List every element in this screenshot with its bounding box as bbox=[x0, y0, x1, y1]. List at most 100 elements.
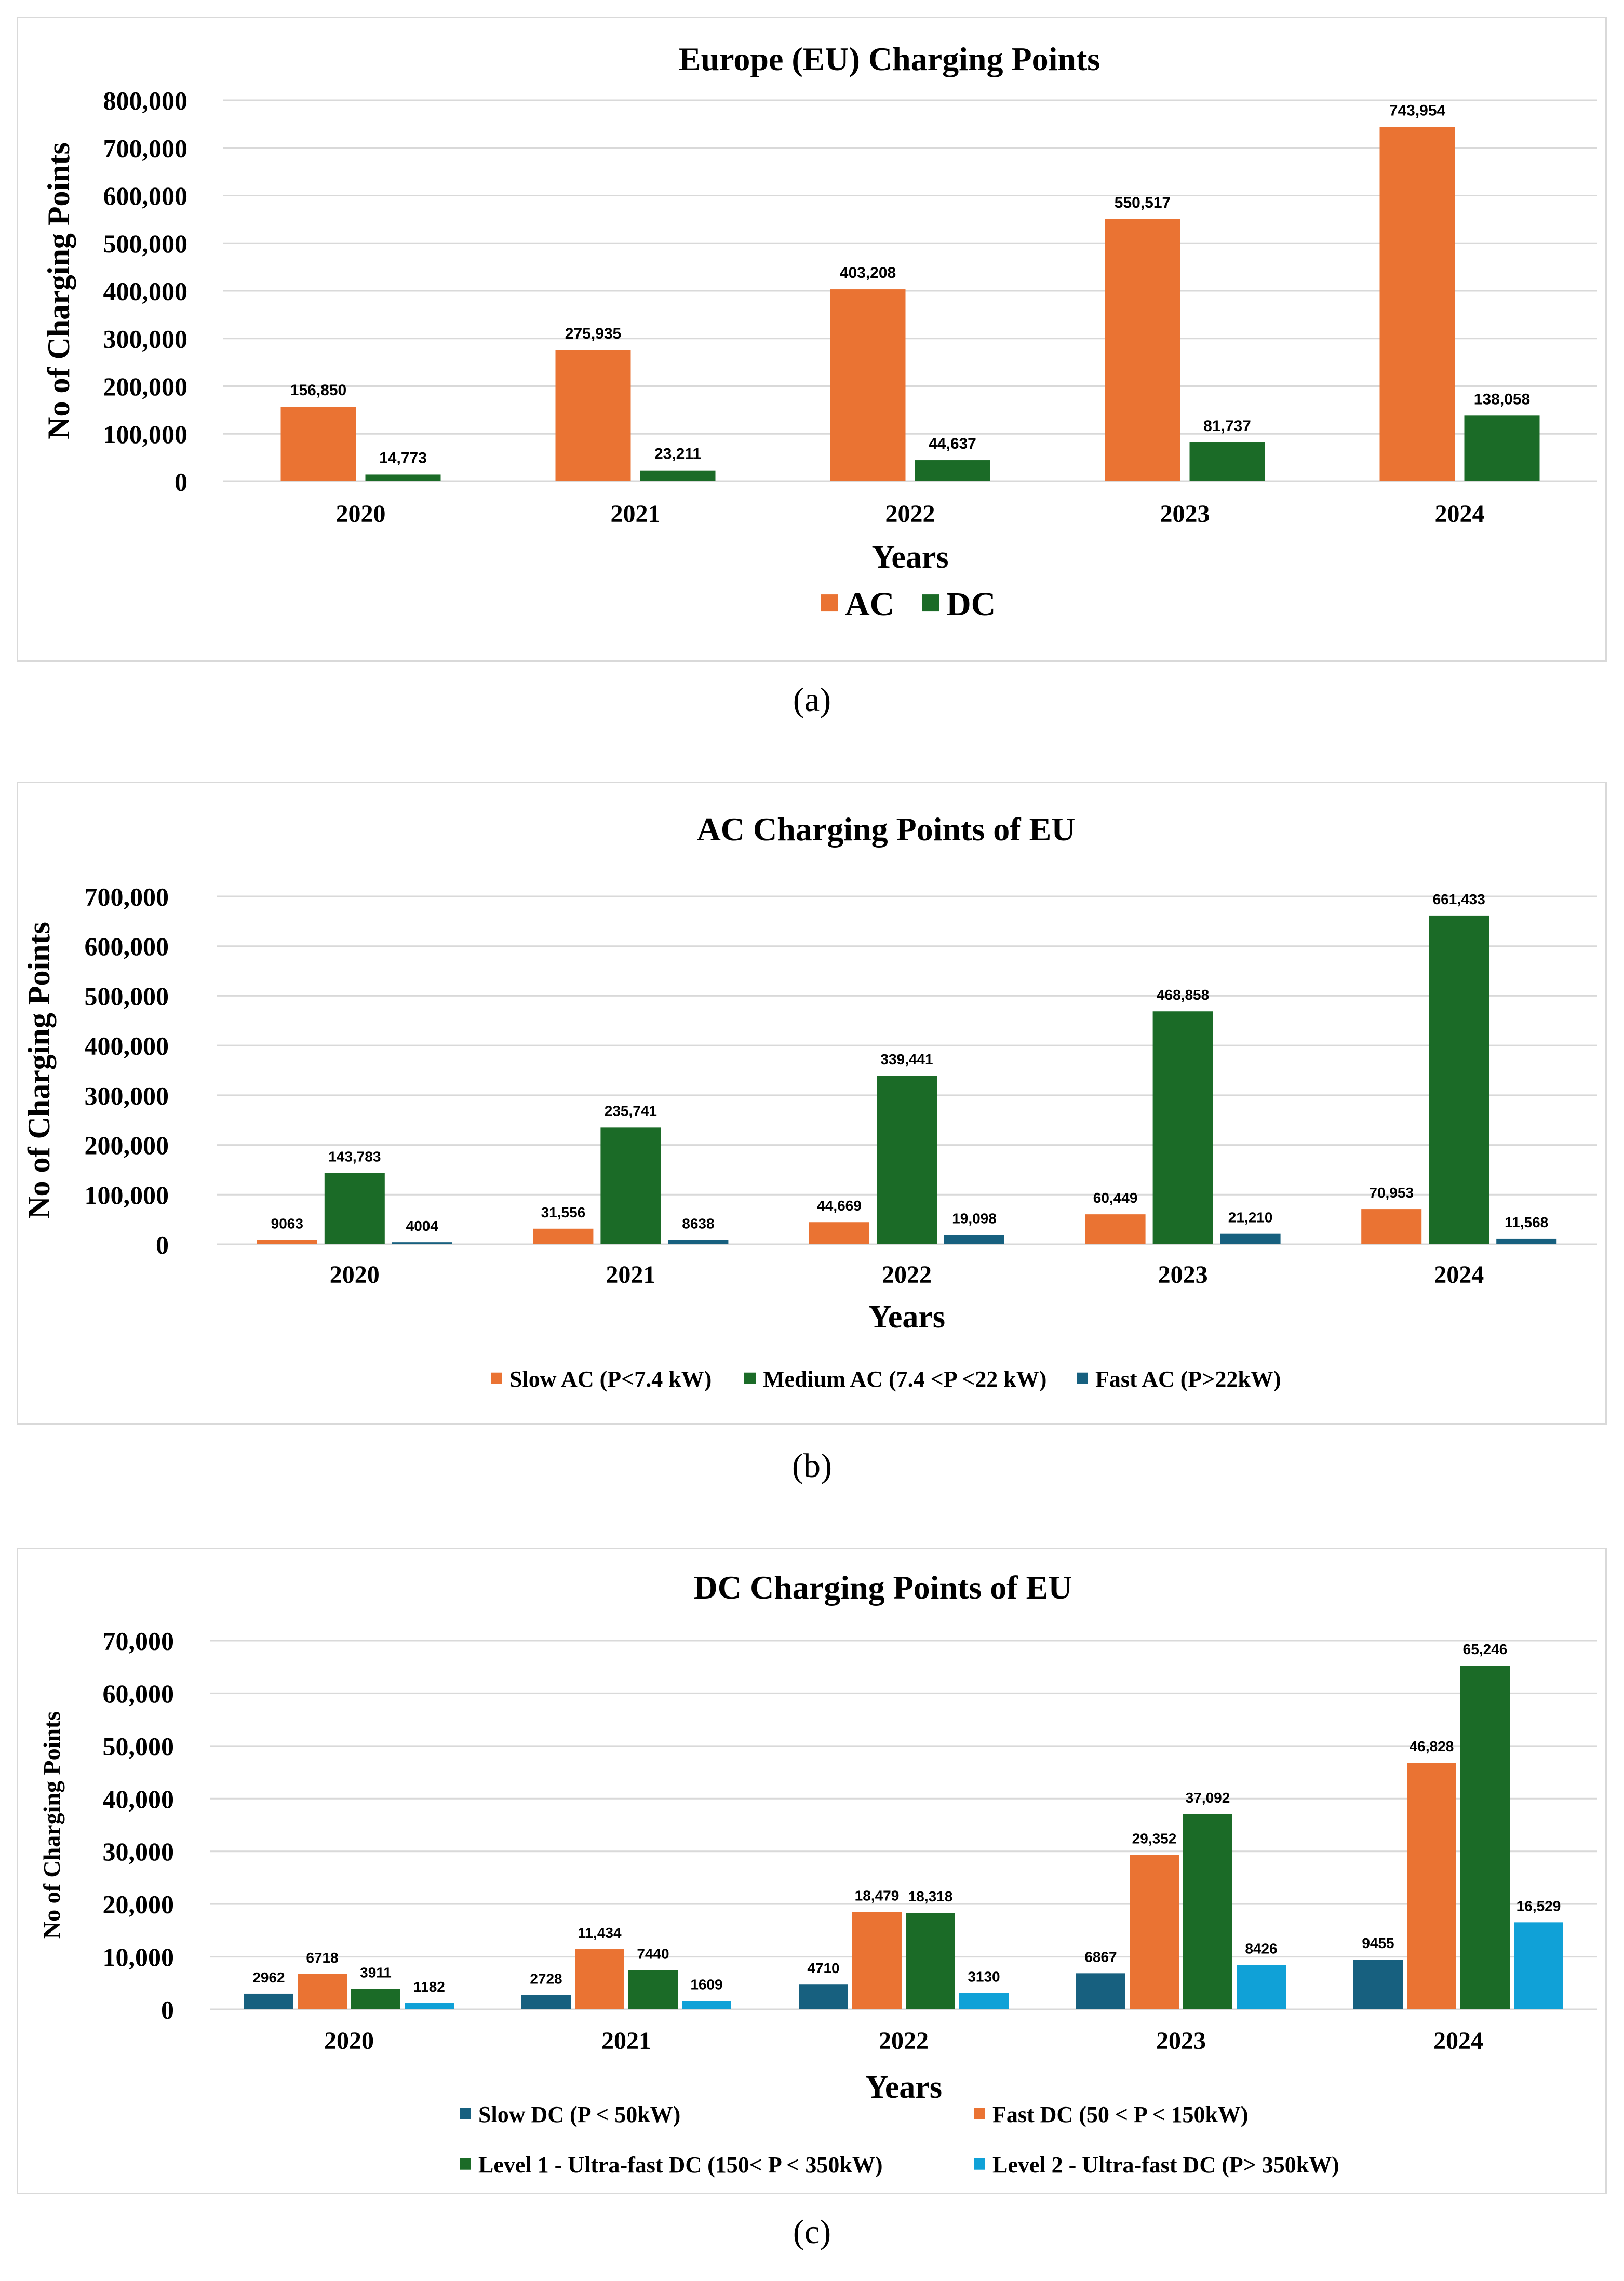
y-axis-label: No of Charging Points bbox=[38, 1711, 65, 1939]
bar-2024-2 bbox=[1460, 1666, 1510, 2009]
bar-2023-1 bbox=[1189, 442, 1265, 481]
x-tick-label: 2024 bbox=[1434, 1261, 1484, 1289]
bar-2020-1 bbox=[298, 1974, 347, 2009]
y-tick-label: 100,000 bbox=[103, 420, 188, 449]
legend-label: DC bbox=[946, 585, 996, 623]
data-label: 46,828 bbox=[1410, 1738, 1454, 1754]
legend-label: Fast AC (P>22kW) bbox=[1095, 1366, 1281, 1392]
bar-2022-2 bbox=[906, 1913, 955, 2009]
y-tick-label: 50,000 bbox=[103, 1732, 175, 1761]
data-label: 14,773 bbox=[379, 449, 427, 466]
legend-label: Medium AC (7.4 <P <22 kW) bbox=[763, 1366, 1046, 1392]
legend-swatch bbox=[491, 1372, 502, 1384]
x-tick-label: 2021 bbox=[606, 1261, 655, 1289]
bar-2021-0 bbox=[555, 350, 631, 481]
caption-a: (a) bbox=[793, 681, 831, 719]
bar-2020-0 bbox=[280, 407, 356, 481]
bar-2023-1 bbox=[1152, 1011, 1213, 1244]
bar-2020-0 bbox=[257, 1240, 317, 1244]
data-label: 550,517 bbox=[1115, 194, 1171, 211]
bar-2020-1 bbox=[365, 474, 441, 481]
bar-2021-2 bbox=[668, 1240, 729, 1244]
caption-c: (c) bbox=[793, 2213, 831, 2251]
data-label: 29,352 bbox=[1132, 1830, 1177, 1846]
y-tick-label: 0 bbox=[161, 1995, 174, 2024]
data-label: 1182 bbox=[413, 1979, 445, 1995]
data-label: 31,556 bbox=[541, 1204, 586, 1220]
x-tick-label: 2023 bbox=[1158, 1261, 1208, 1289]
bar-2021-1 bbox=[600, 1127, 661, 1244]
data-label: 19,098 bbox=[952, 1211, 997, 1227]
data-label: 44,669 bbox=[817, 1198, 862, 1214]
bar-2023-0 bbox=[1076, 1973, 1125, 2009]
chart-panel-c: DC Charging Points of EU 0 10,000 20,000 30,… bbox=[17, 1548, 1607, 2194]
data-label: 65,246 bbox=[1463, 1641, 1508, 1657]
chart-panel-a: Europe (EU) Charging Points 0 100,000 200,0… bbox=[17, 17, 1607, 662]
y-tick-label: 500,000 bbox=[103, 229, 188, 258]
data-label: 23,211 bbox=[654, 446, 701, 463]
data-label: 4710 bbox=[807, 1960, 839, 1976]
chart-title: Europe (EU) Charging Points bbox=[679, 41, 1100, 77]
bar-2024-0 bbox=[1361, 1209, 1422, 1244]
x-tick-label: 2023 bbox=[1156, 2027, 1206, 2055]
legend-swatch bbox=[460, 2108, 471, 2119]
x-tick-label: 2021 bbox=[601, 2027, 651, 2055]
bar-2021-2 bbox=[628, 1970, 678, 2009]
caption-b: (b) bbox=[792, 1447, 832, 1485]
data-label: 235,741 bbox=[605, 1103, 657, 1119]
data-label: 743,954 bbox=[1389, 102, 1446, 119]
data-label: 70,953 bbox=[1369, 1185, 1414, 1201]
data-label: 11,568 bbox=[1505, 1214, 1548, 1230]
y-tick-label: 40,000 bbox=[103, 1784, 175, 1814]
y-tick-label: 10,000 bbox=[103, 1942, 175, 1971]
y-tick-label: 600,000 bbox=[85, 932, 169, 961]
y-tick-label: 0 bbox=[175, 467, 187, 497]
bar-2023-3 bbox=[1237, 1965, 1286, 2009]
data-label: 9455 bbox=[1362, 1935, 1394, 1951]
legend-swatch bbox=[974, 2108, 985, 2119]
x-tick-label: 2022 bbox=[885, 500, 935, 528]
chart-a-svg: Europe (EU) Charging Points 0 100,000 200,0… bbox=[42, 41, 1597, 623]
bar-2024-3 bbox=[1514, 1922, 1563, 2009]
y-tick-label: 500,000 bbox=[85, 982, 169, 1011]
data-label: 6867 bbox=[1084, 1949, 1117, 1965]
chart-title: DC Charging Points of EU bbox=[694, 1569, 1072, 1606]
y-axis-label: No of Charging Points bbox=[22, 922, 56, 1219]
data-label: 60,449 bbox=[1093, 1190, 1138, 1206]
data-label: 275,935 bbox=[565, 325, 621, 342]
bar-2020-2 bbox=[351, 1989, 400, 2009]
bar-2024-1 bbox=[1429, 915, 1489, 1244]
legend-swatch bbox=[1077, 1372, 1088, 1384]
data-label: 9063 bbox=[271, 1215, 303, 1231]
y-tick-label: 800,000 bbox=[103, 86, 188, 115]
chart-c-svg: DC Charging Points of EU 0 10,000 20,000 30,… bbox=[38, 1569, 1597, 2178]
data-label: 18,318 bbox=[908, 1888, 953, 1904]
y-tick-label: 100,000 bbox=[85, 1180, 169, 1210]
bar-2022-0 bbox=[830, 289, 906, 481]
x-tick-label: 2022 bbox=[879, 2027, 929, 2055]
bar-2023-2 bbox=[1220, 1233, 1281, 1244]
y-axis-label: No of Charging Points bbox=[42, 142, 76, 439]
x-tick-label: 2023 bbox=[1160, 500, 1210, 528]
data-label: 3911 bbox=[360, 1964, 392, 1980]
y-tick-label: 200,000 bbox=[103, 372, 188, 401]
legend-swatch bbox=[460, 2158, 471, 2170]
data-label: 16,529 bbox=[1516, 1898, 1561, 1914]
x-axis-label: Years bbox=[868, 1299, 945, 1335]
bar-2022-3 bbox=[959, 1993, 1009, 2009]
x-tick-label: 2020 bbox=[336, 500, 386, 528]
legend-label: Slow AC (P<7.4 kW) bbox=[509, 1366, 712, 1392]
chart-b-svg: AC Charging Points of EU 0 100,000 200,000 3… bbox=[22, 811, 1597, 1392]
chart-panel-b: AC Charging Points of EU 0 100,000 200,000 3… bbox=[17, 782, 1607, 1425]
x-tick-label: 2024 bbox=[1435, 500, 1485, 528]
bar-2021-0 bbox=[521, 1995, 571, 2009]
data-label: 1609 bbox=[690, 1977, 722, 1993]
data-label: 143,783 bbox=[328, 1148, 381, 1164]
data-label: 11,434 bbox=[578, 1925, 622, 1941]
data-label: 44,637 bbox=[929, 435, 976, 452]
x-tick-label: 2022 bbox=[882, 1261, 932, 1289]
bar-2023-0 bbox=[1085, 1214, 1146, 1244]
bar-2022-1 bbox=[915, 460, 990, 481]
data-label: 468,858 bbox=[1157, 987, 1209, 1003]
y-tick-label: 30,000 bbox=[103, 1837, 175, 1866]
